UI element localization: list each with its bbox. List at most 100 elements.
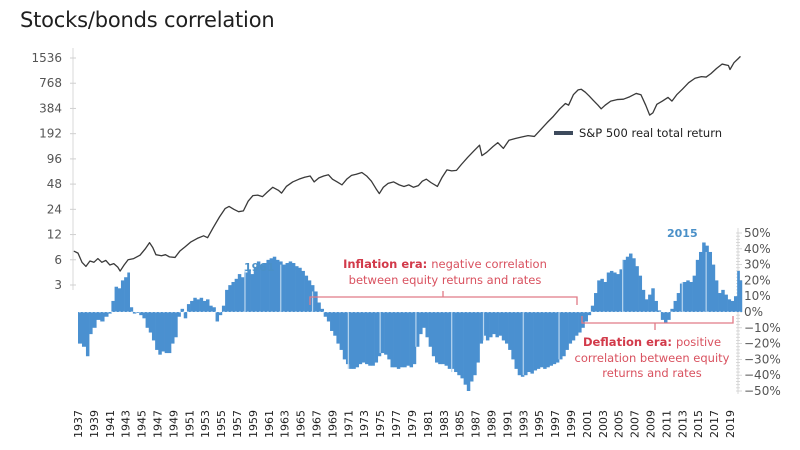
correlation-bar (263, 263, 267, 312)
correlation-bar (527, 312, 531, 373)
sp500-point (728, 65, 729, 66)
correlation-bar (215, 312, 220, 322)
correlation-bar (186, 304, 191, 312)
sp500-point (413, 186, 414, 188)
sp500-point (336, 181, 338, 183)
correlation-bar (594, 293, 598, 312)
correlation-bar (371, 312, 375, 366)
correlation-bar (100, 312, 105, 322)
correlation-bar (622, 259, 627, 312)
sp500-point (292, 181, 294, 183)
right-tick-label: 50% (744, 226, 771, 240)
sp500-point (113, 263, 115, 265)
sp500-point (649, 114, 651, 116)
correlation-bar (209, 305, 213, 312)
correlation-bar (155, 312, 159, 350)
correlation-bar (438, 312, 442, 365)
x-tick-label: 1959 (247, 410, 260, 438)
correlation-bar (632, 258, 636, 312)
sp500-point (592, 99, 594, 101)
correlation-bar (368, 312, 372, 366)
sp500-point (456, 169, 457, 171)
correlation-bar (349, 312, 353, 369)
sp500-point (681, 88, 683, 90)
correlation-bar (587, 312, 592, 316)
sp500-point (207, 237, 209, 239)
correlation-bar (237, 274, 242, 312)
sp500-point (184, 246, 186, 248)
correlation-bar (476, 312, 480, 363)
correlation-bar (339, 312, 344, 350)
correlation-bar (629, 253, 633, 312)
correlation-bar (142, 312, 146, 319)
correlation-bar (492, 312, 496, 335)
sp500-point (568, 104, 569, 106)
correlation-bar (298, 267, 302, 312)
x-tick-label: 1993 (517, 410, 530, 438)
correlation-bar (377, 312, 382, 357)
inflation-era-bold: Inflation era: (343, 257, 427, 271)
correlation-bar (158, 312, 162, 355)
correlation-bar (644, 299, 649, 312)
sp500-point (527, 135, 529, 137)
sp500-point (174, 257, 176, 258)
correlation-bar (218, 312, 223, 316)
sp500-point (105, 259, 107, 261)
correlation-bar (581, 312, 585, 328)
correlation-bar (718, 293, 722, 312)
correlation-bar (470, 312, 474, 382)
correlation-bars (74, 242, 743, 391)
correlation-bar (705, 245, 709, 312)
chart-title: Stocks/bonds correlation (20, 8, 275, 32)
x-tick-label: 1967 (311, 410, 324, 438)
correlation-bar (679, 283, 684, 312)
right-tick-label: 40% (744, 242, 771, 256)
correlation-bar (396, 312, 401, 369)
sp500-point (398, 184, 400, 186)
sp500-point (152, 247, 154, 248)
correlation-bar (285, 263, 290, 312)
sp500-point (328, 174, 329, 176)
right-axis: 50% 40% 30%20% 10% 0% −10% −20%−30% −40% −50% (736, 226, 781, 398)
correlation-bar (565, 312, 569, 350)
sp500-point (710, 73, 712, 75)
correlation-bar (127, 272, 130, 312)
correlation-bar (92, 312, 97, 328)
correlation-bar (403, 312, 407, 368)
sp500-point (479, 144, 480, 146)
sp500-point (285, 186, 287, 187)
sp500-point (671, 100, 673, 102)
correlation-bar (485, 312, 490, 341)
sp500-point (252, 195, 254, 197)
inflation-era-line1: Inflation era: negative correlation (343, 257, 547, 271)
x-tick-label: 1965 (295, 410, 308, 438)
x-tick-label: 2001 (581, 410, 594, 438)
left-tick-label: 3 (54, 278, 62, 292)
deflation-era-text1: positive (676, 335, 721, 349)
correlation-bar (78, 312, 83, 344)
correlation-bar (193, 297, 197, 312)
correlation-bar (619, 269, 623, 312)
x-tick-label: 2005 (613, 410, 626, 438)
sp500-point (676, 94, 678, 96)
deflation-era-bracket (581, 316, 734, 330)
sp500-point (584, 91, 586, 93)
x-tick-label: 1941 (104, 410, 117, 438)
correlation-bar (275, 259, 280, 312)
sp500-point (559, 108, 561, 110)
correlation-bar (648, 294, 652, 312)
correlation-bar (89, 312, 93, 335)
correlation-bar (479, 312, 484, 344)
sp500-point (155, 254, 157, 256)
correlation-bar (272, 256, 277, 312)
correlation-bar (174, 312, 178, 338)
correlation-bar (164, 312, 169, 354)
correlation-bar (304, 275, 309, 312)
sp500-point (277, 189, 279, 191)
legend: S&P 500 real total return (554, 126, 722, 140)
correlation-bar (730, 300, 735, 312)
correlation-bar (288, 261, 293, 312)
sp500-point (729, 69, 731, 70)
correlation-bar (314, 291, 318, 312)
x-tick-label: 2009 (644, 410, 657, 438)
